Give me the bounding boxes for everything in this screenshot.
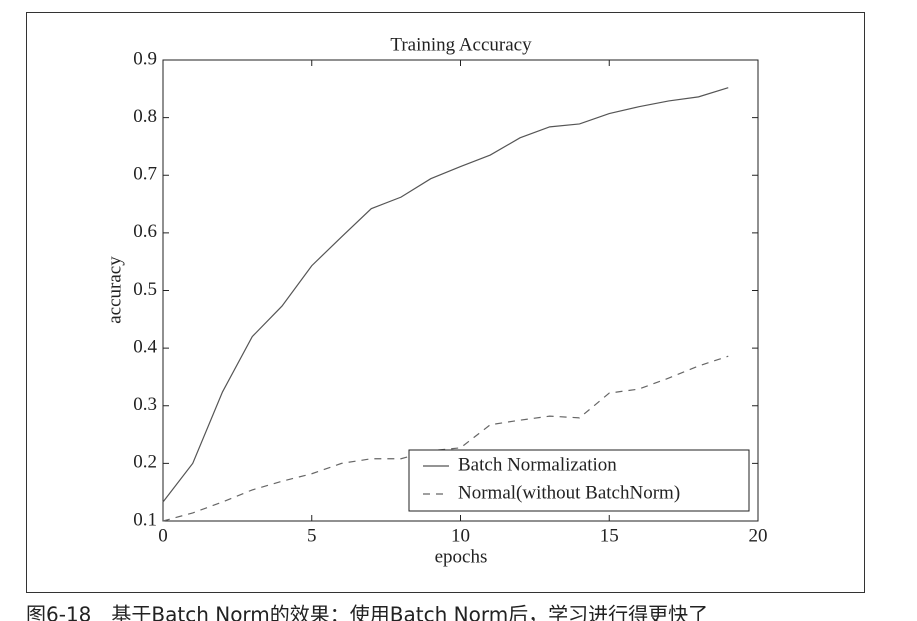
figure-caption: 图6-18 基于Batch Norm的效果：使用Batch Norm后，学习进行… — [26, 603, 708, 621]
x-tick-label: 20 — [749, 525, 768, 546]
x-tick-label: 5 — [307, 525, 317, 546]
y-axis-label: accuracy — [104, 256, 125, 324]
figure-frame — [26, 12, 865, 593]
legend-label: Batch Normalization — [458, 454, 617, 475]
y-tick-label: 0.6 — [133, 221, 157, 242]
y-tick-label: 0.1 — [133, 509, 157, 530]
y-tick-label: 0.8 — [133, 106, 157, 127]
y-tick-label: 0.4 — [133, 336, 157, 357]
x-tick-label: 0 — [158, 525, 168, 546]
series-line — [162, 355, 729, 522]
x-tick-label: 10 — [451, 525, 470, 546]
legend-box — [408, 449, 750, 512]
chart-title: Training Accuracy — [390, 34, 532, 55]
y-tick-label: 0.5 — [133, 279, 157, 300]
x-tick-label: 15 — [600, 525, 619, 546]
series-line — [162, 87, 729, 503]
x-axis-label: epochs — [435, 546, 488, 567]
legend-label: Normal(without BatchNorm) — [458, 482, 680, 503]
y-tick-label: 0.2 — [133, 452, 157, 473]
y-tick-label: 0.7 — [133, 164, 157, 185]
y-tick-label: 0.9 — [133, 48, 157, 69]
y-tick-label: 0.3 — [133, 394, 157, 415]
